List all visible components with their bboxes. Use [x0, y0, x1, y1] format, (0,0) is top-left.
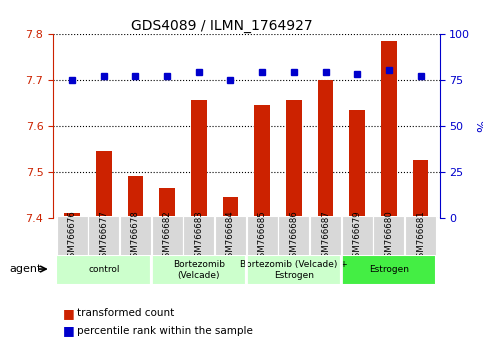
Bar — [247, 216, 278, 256]
Bar — [286, 101, 302, 218]
Text: GSM766678: GSM766678 — [131, 210, 140, 263]
Bar — [223, 197, 239, 218]
Bar — [246, 255, 341, 285]
Text: percentile rank within the sample: percentile rank within the sample — [77, 326, 253, 336]
Bar — [318, 80, 333, 218]
Text: GSM766683: GSM766683 — [194, 210, 203, 263]
Bar — [64, 213, 80, 218]
Text: transformed count: transformed count — [77, 308, 174, 318]
Bar — [341, 255, 436, 285]
Bar — [341, 216, 373, 256]
Bar — [215, 216, 246, 256]
Text: control: control — [88, 266, 120, 274]
Bar — [151, 255, 246, 285]
Bar — [254, 105, 270, 218]
Bar — [349, 110, 365, 218]
Text: GSM766687: GSM766687 — [321, 210, 330, 263]
Bar — [373, 216, 404, 256]
Text: GSM766682: GSM766682 — [163, 210, 171, 263]
Text: agent: agent — [10, 264, 42, 274]
Text: Estrogen: Estrogen — [369, 266, 409, 274]
Text: GDS4089 / ILMN_1764927: GDS4089 / ILMN_1764927 — [131, 19, 313, 34]
Text: GSM766685: GSM766685 — [257, 210, 267, 263]
Y-axis label: %: % — [476, 120, 483, 132]
Text: GSM766677: GSM766677 — [99, 210, 108, 263]
Text: GSM766684: GSM766684 — [226, 210, 235, 263]
Bar — [278, 216, 309, 256]
Text: GSM766681: GSM766681 — [416, 210, 425, 263]
Bar — [57, 216, 87, 256]
Text: GSM766680: GSM766680 — [384, 210, 393, 263]
Bar — [184, 216, 214, 256]
Text: GSM766676: GSM766676 — [68, 210, 77, 263]
Bar — [159, 188, 175, 218]
Bar — [310, 216, 341, 256]
Bar — [152, 216, 183, 256]
Text: ■: ■ — [63, 325, 74, 337]
Text: Bortezomib (Velcade) +
Estrogen: Bortezomib (Velcade) + Estrogen — [240, 260, 348, 280]
Bar — [128, 176, 143, 218]
Text: GSM766679: GSM766679 — [353, 210, 362, 263]
Bar — [57, 255, 151, 285]
Bar — [96, 151, 112, 218]
Bar — [405, 216, 436, 256]
Bar — [88, 216, 119, 256]
Text: ■: ■ — [63, 307, 74, 320]
Bar — [120, 216, 151, 256]
Bar — [381, 41, 397, 218]
Bar — [412, 160, 428, 218]
Text: GSM766686: GSM766686 — [289, 210, 298, 263]
Text: Bortezomib
(Velcade): Bortezomib (Velcade) — [173, 260, 225, 280]
Bar — [191, 101, 207, 218]
